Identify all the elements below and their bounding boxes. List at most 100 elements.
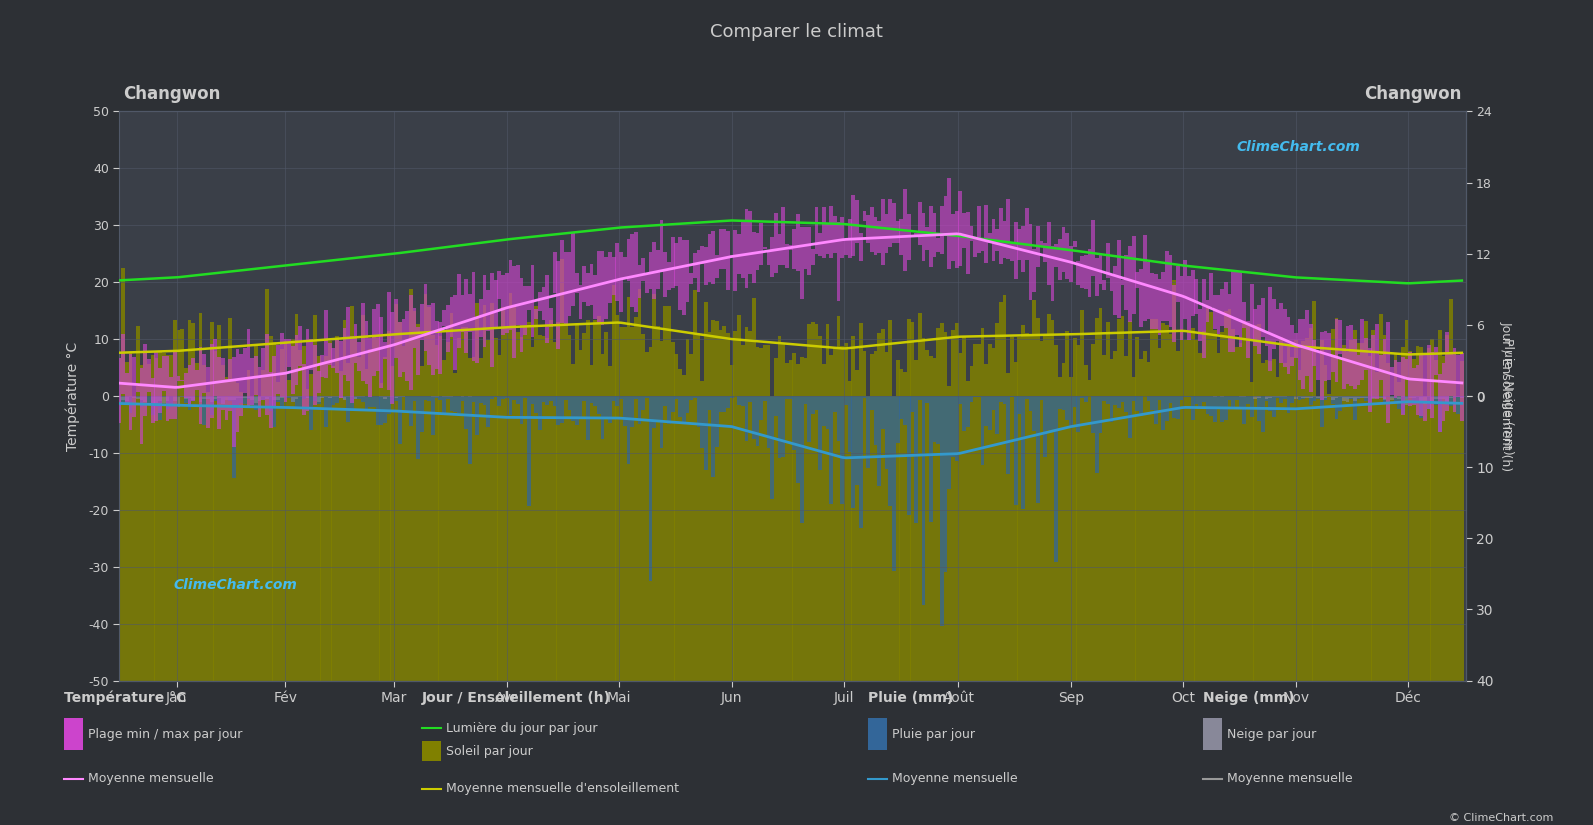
Bar — [513, 306, 516, 681]
Bar — [1357, 396, 1360, 398]
Bar — [1150, 273, 1153, 328]
Bar — [1223, 311, 1228, 681]
Bar — [855, 396, 859, 485]
Bar — [314, 345, 317, 405]
Bar — [258, 367, 261, 417]
Bar — [1324, 396, 1327, 400]
Bar — [951, 214, 954, 261]
Bar — [292, 396, 295, 402]
Bar — [368, 349, 373, 681]
Bar — [1106, 396, 1110, 404]
Bar — [1176, 396, 1180, 419]
Bar — [777, 234, 782, 265]
Bar — [553, 396, 556, 406]
Bar — [1316, 396, 1321, 398]
Bar — [1212, 396, 1217, 422]
Bar — [438, 336, 443, 681]
Bar — [309, 374, 314, 681]
Bar — [314, 396, 317, 402]
Bar — [1419, 396, 1423, 418]
Bar — [1047, 222, 1051, 285]
Bar — [287, 396, 292, 398]
Bar — [1408, 351, 1411, 681]
Bar — [317, 396, 320, 402]
Bar — [508, 260, 513, 330]
Bar — [1313, 301, 1316, 681]
Bar — [1268, 396, 1271, 412]
Bar — [932, 213, 937, 257]
Bar — [188, 396, 191, 410]
Bar — [309, 396, 314, 430]
Bar — [188, 365, 191, 406]
Bar — [852, 195, 855, 257]
Bar — [1257, 324, 1262, 681]
Bar — [718, 229, 723, 269]
Bar — [1260, 298, 1265, 337]
Bar — [726, 332, 730, 681]
Bar — [656, 250, 660, 289]
Bar — [452, 295, 457, 370]
Bar — [479, 358, 483, 681]
Bar — [800, 357, 803, 681]
Bar — [637, 396, 642, 424]
Bar — [1391, 396, 1394, 681]
Bar — [1195, 340, 1198, 681]
Bar — [228, 359, 233, 411]
Bar — [970, 396, 973, 402]
Bar — [1021, 396, 1024, 509]
Bar — [233, 380, 236, 681]
Bar — [468, 294, 472, 332]
Bar — [940, 206, 943, 254]
Bar — [435, 345, 438, 681]
Bar — [1131, 396, 1136, 402]
Bar — [276, 396, 280, 399]
Bar — [292, 339, 295, 681]
Bar — [264, 396, 269, 398]
Bar — [335, 336, 339, 681]
Bar — [1397, 396, 1402, 409]
Bar — [988, 344, 992, 681]
Bar — [962, 213, 965, 247]
Bar — [1416, 365, 1419, 416]
Bar — [346, 396, 350, 397]
Bar — [1456, 396, 1461, 414]
Bar — [884, 396, 889, 469]
Bar — [906, 319, 911, 681]
Bar — [1352, 339, 1357, 389]
Bar — [1029, 224, 1032, 300]
Bar — [225, 396, 228, 400]
Bar — [777, 336, 782, 681]
Bar — [124, 362, 129, 681]
Bar — [1161, 323, 1164, 681]
Bar — [862, 351, 867, 681]
Bar — [1349, 340, 1352, 681]
Bar — [1043, 396, 1047, 457]
Bar — [1192, 396, 1195, 421]
Bar — [690, 354, 693, 681]
Bar — [166, 356, 169, 422]
Bar — [1383, 396, 1386, 400]
Bar — [1235, 346, 1239, 681]
Bar — [862, 211, 867, 221]
Bar — [620, 396, 623, 399]
Bar — [1309, 323, 1313, 392]
Bar — [1305, 337, 1309, 681]
Bar — [1391, 396, 1394, 400]
Bar — [435, 396, 438, 398]
Bar — [704, 396, 707, 469]
Bar — [124, 396, 129, 405]
Bar — [379, 396, 384, 397]
Bar — [354, 337, 357, 681]
Bar — [491, 396, 494, 399]
Bar — [660, 341, 663, 681]
Bar — [497, 396, 502, 406]
Bar — [1201, 396, 1206, 402]
Bar — [763, 345, 766, 681]
Bar — [693, 252, 696, 278]
Bar — [280, 396, 284, 398]
Bar — [977, 344, 981, 681]
Bar — [766, 345, 771, 681]
Bar — [578, 396, 583, 418]
Bar — [550, 320, 553, 681]
Bar — [1040, 396, 1043, 399]
